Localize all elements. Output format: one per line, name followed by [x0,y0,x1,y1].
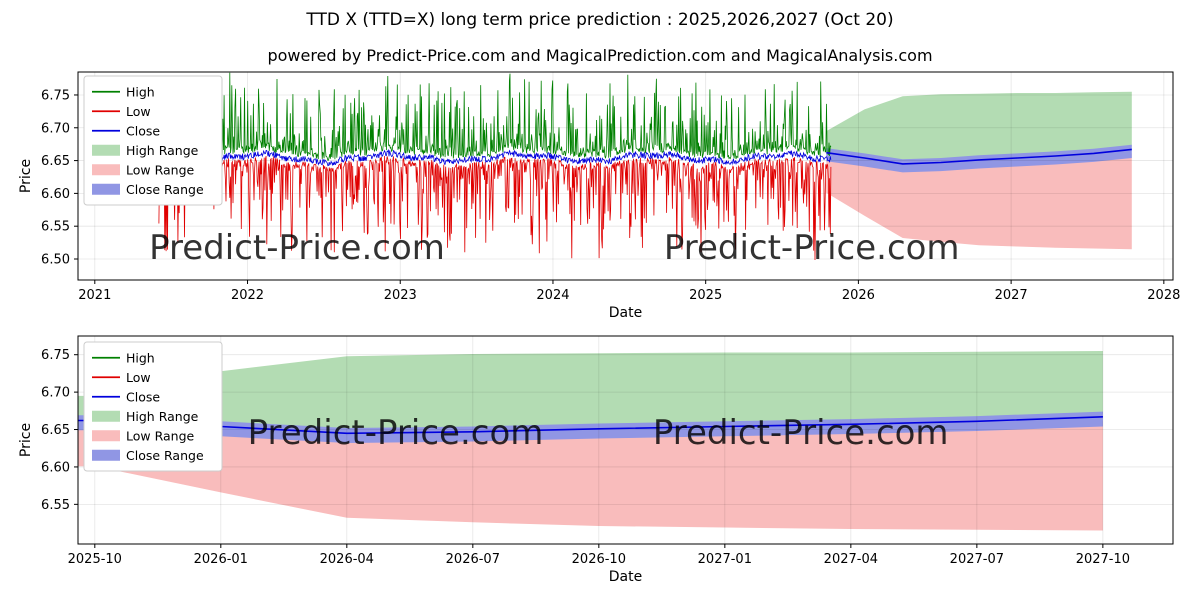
legend-label: Close [126,123,160,138]
forecast-zoom-chart: Predict-Price.com Predict-Price.com2025-1… [18,335,1174,585]
x-tick-label: 2022 [231,288,264,303]
x-tick-label: 2026-07 [446,552,500,567]
x-tick-label: 2027-10 [1076,552,1130,567]
legend-label: Close [126,389,160,404]
close-range-band [78,411,1103,443]
forecast-bands [78,351,1103,531]
legend-label: Low Range [126,162,195,177]
watermark-text: Predict-Price.com [149,228,445,268]
legend-label: High Range [126,409,199,424]
y-axis-label: Price [18,423,34,457]
y-tick-label: 6.75 [41,348,70,363]
legend-patch-swatch [92,183,120,195]
close-range-band [826,144,1132,173]
legend-patch-swatch [92,430,120,442]
watermark-text: Predict-Price.com [248,413,544,453]
gridlines [78,336,1173,544]
legend-label: Low Range [126,428,195,443]
y-tick-label: 6.75 [41,88,70,103]
legend-patch-swatch [92,164,120,176]
x-tick-label: 2021 [78,288,111,303]
close-line [205,148,832,167]
legend: High Low Close High Range Low Range Close Ran… [83,75,223,206]
legend-label: High [126,350,155,365]
x-tick-label: 2024 [536,288,569,303]
legend-label: Low [126,104,151,119]
legend-label: Close Range [126,182,204,197]
legend-patch-swatch [92,410,120,422]
x-axis-label: Date [609,569,642,585]
x-tick-label: 2027 [995,288,1028,303]
x-tick-label: 2026-04 [320,552,374,567]
high-range-band [826,91,1132,162]
plot-border [77,335,1174,545]
low-line [206,155,832,261]
plot-border [77,71,1174,281]
y-tick-label: 6.60 [41,187,70,202]
legend-patch-swatch [92,449,120,461]
legend-label: Low [126,370,151,385]
figure-subtitle: powered by Predict-Price.com and Magical… [267,46,933,65]
y-tick-label: 6.65 [41,154,70,169]
x-tick-label: 2026-01 [194,552,248,567]
x-tick-label: 2027-07 [950,552,1004,567]
y-tick-label: 6.60 [41,460,70,475]
y-tick-label: 6.70 [41,386,70,401]
forecast-bands [826,91,1132,250]
axes: 2025-10 2026-01 2026-04 2026-07 2026-10 2027-… [18,348,1130,585]
legend-label: High Range [126,143,199,158]
x-tick-label: 2025-10 [68,552,122,567]
x-tick-label: 2027-04 [824,552,878,567]
x-tick-label: 2028 [1147,288,1180,303]
legend: High Low Close High Range Low Range Close Ran… [83,341,223,472]
y-tick-label: 6.50 [41,253,70,268]
forecast-close-line [826,148,1132,165]
high-line [205,72,832,161]
legend-label: High [126,84,155,99]
x-tick-label: 2027-01 [698,552,752,567]
y-axis-label: Price [18,159,34,193]
y-tick-label: 6.55 [41,498,70,513]
y-tick-label: 6.70 [41,121,70,136]
watermark-text: Predict-Price.com [653,413,949,453]
x-tick-label: 2026-10 [572,552,626,567]
axes: 2021 2022 2023 2024 2025 2026 2027 2028 6.50 6.55… [18,88,1180,321]
y-tick-label: 6.65 [41,423,70,438]
figure-title: TTD X (TTD=X) long term price prediction… [306,10,894,30]
low-range-band [826,153,1132,250]
legend-label: Close Range [126,448,204,463]
high-range-band [78,351,1103,431]
legend-patch-swatch [92,144,120,156]
low-range-band [78,421,1103,531]
x-tick-label: 2026 [842,288,875,303]
x-tick-label: 2023 [384,288,417,303]
y-tick-label: 6.55 [41,220,70,235]
watermark-text: Predict-Price.com [664,228,960,268]
x-tick-label: 2025 [689,288,722,303]
gridlines [78,72,1173,280]
x-axis-label: Date [609,305,642,321]
